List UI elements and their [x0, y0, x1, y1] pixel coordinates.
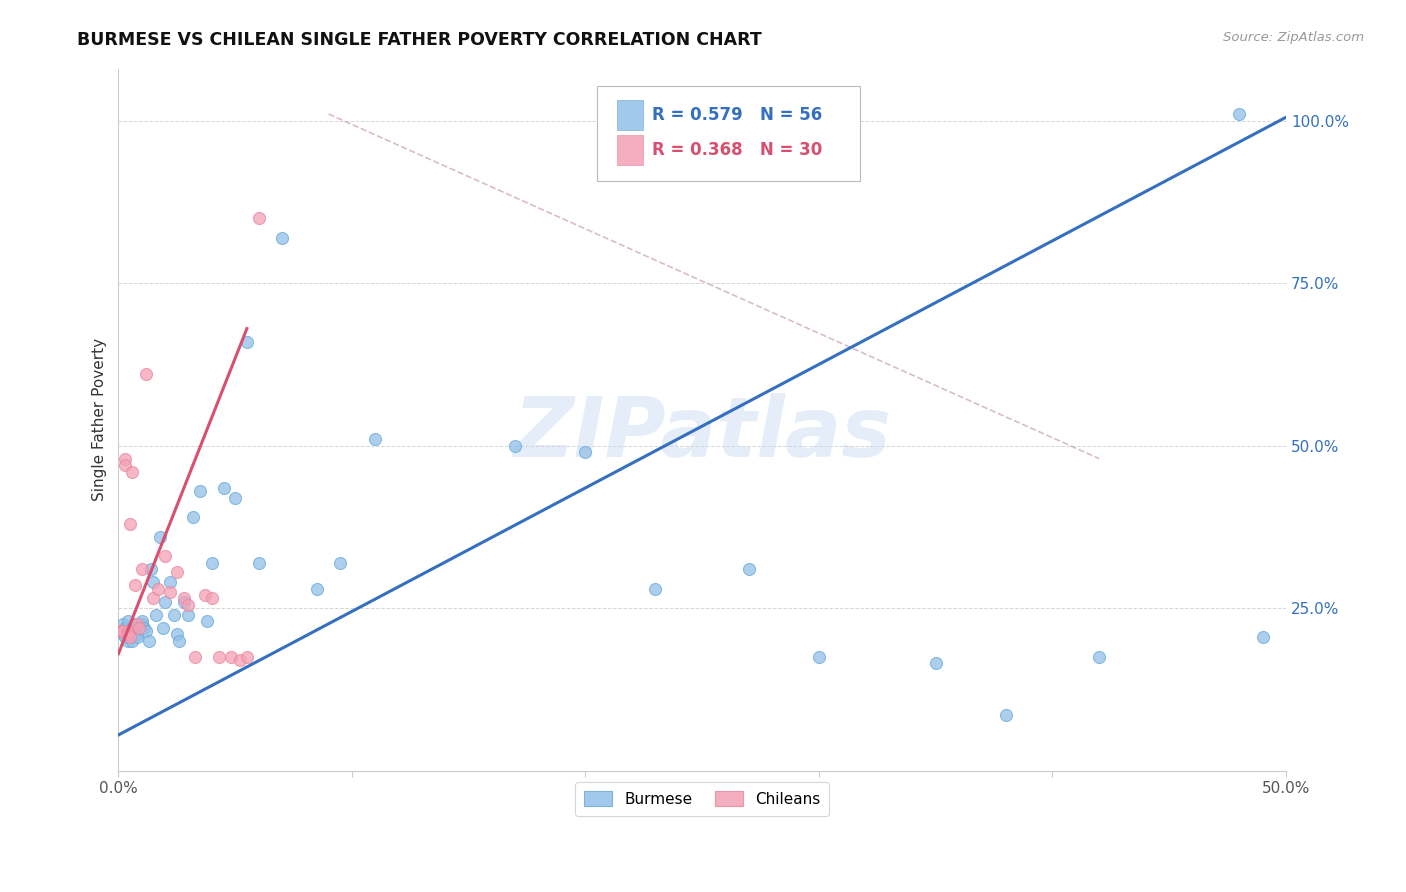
Point: [114, 458, 136, 472]
Point: [146, 582, 169, 596]
Point: [305, 582, 328, 596]
Point: [152, 621, 174, 635]
Point: [149, 530, 172, 544]
Point: [131, 562, 153, 576]
Point: [184, 649, 207, 664]
Point: [159, 585, 181, 599]
Point: [131, 617, 153, 632]
Point: [142, 575, 165, 590]
Point: [208, 649, 231, 664]
Point: [134, 621, 156, 635]
Point: [124, 624, 146, 638]
Point: [219, 649, 242, 664]
Point: [112, 617, 135, 632]
Point: [177, 598, 200, 612]
Point: [505, 439, 527, 453]
Point: [224, 491, 246, 505]
Point: [128, 621, 150, 635]
Text: R = 0.579   N = 56: R = 0.579 N = 56: [652, 106, 823, 124]
FancyBboxPatch shape: [617, 136, 643, 165]
Point: [994, 708, 1017, 723]
Point: [124, 617, 146, 632]
Point: [163, 607, 186, 622]
Point: [139, 562, 162, 576]
FancyBboxPatch shape: [598, 86, 860, 181]
Point: [117, 614, 139, 628]
Point: [236, 334, 259, 349]
Point: [925, 657, 948, 671]
Point: [124, 578, 146, 592]
Point: [181, 510, 204, 524]
Point: [166, 627, 188, 641]
Point: [121, 621, 143, 635]
Point: [127, 627, 149, 641]
Legend: Burmese, Chileans: Burmese, Chileans: [575, 782, 830, 815]
Point: [201, 556, 224, 570]
Point: [114, 631, 136, 645]
Point: [135, 624, 157, 638]
Point: [247, 211, 270, 225]
Point: [120, 631, 142, 645]
Point: [110, 624, 132, 638]
Point: [167, 633, 190, 648]
Point: [114, 621, 136, 635]
Point: [153, 549, 176, 563]
Point: [738, 562, 761, 576]
Point: [112, 627, 135, 641]
Point: [159, 575, 181, 590]
Text: ZIPatlas: ZIPatlas: [513, 393, 891, 475]
Point: [121, 633, 143, 648]
Y-axis label: Single Father Poverty: Single Father Poverty: [93, 338, 107, 501]
FancyBboxPatch shape: [617, 100, 643, 129]
Point: [1251, 631, 1274, 645]
Point: [188, 484, 211, 499]
Point: [195, 614, 218, 628]
Point: [364, 432, 387, 446]
Point: [173, 591, 195, 606]
Point: [117, 627, 139, 641]
Point: [128, 621, 150, 635]
Point: [120, 627, 142, 641]
Point: [142, 591, 165, 606]
Point: [166, 566, 188, 580]
Point: [120, 624, 142, 638]
Point: [153, 594, 176, 608]
Text: Source: ZipAtlas.com: Source: ZipAtlas.com: [1223, 31, 1364, 45]
Point: [138, 633, 160, 648]
Point: [177, 607, 200, 622]
Point: [574, 445, 596, 459]
Point: [247, 556, 270, 570]
Point: [145, 607, 167, 622]
Point: [107, 624, 129, 638]
Point: [644, 582, 666, 596]
Point: [1088, 649, 1111, 664]
Text: BURMESE VS CHILEAN SINGLE FATHER POVERTY CORRELATION CHART: BURMESE VS CHILEAN SINGLE FATHER POVERTY…: [77, 31, 762, 49]
Point: [135, 367, 157, 381]
Point: [114, 451, 136, 466]
Point: [329, 556, 352, 570]
Point: [131, 614, 153, 628]
Point: [1227, 107, 1250, 121]
Point: [236, 649, 259, 664]
Point: [270, 230, 292, 244]
Point: [173, 594, 195, 608]
Text: R = 0.368   N = 30: R = 0.368 N = 30: [652, 141, 823, 159]
Point: [212, 481, 235, 495]
Point: [110, 624, 132, 638]
Point: [127, 617, 149, 632]
Point: [194, 588, 217, 602]
Point: [117, 624, 139, 638]
Point: [120, 516, 142, 531]
Point: [112, 624, 135, 638]
Point: [807, 649, 830, 664]
Point: [120, 631, 142, 645]
Point: [229, 653, 252, 667]
Point: [201, 591, 224, 606]
Point: [121, 465, 143, 479]
Point: [117, 633, 139, 648]
Point: [127, 631, 149, 645]
